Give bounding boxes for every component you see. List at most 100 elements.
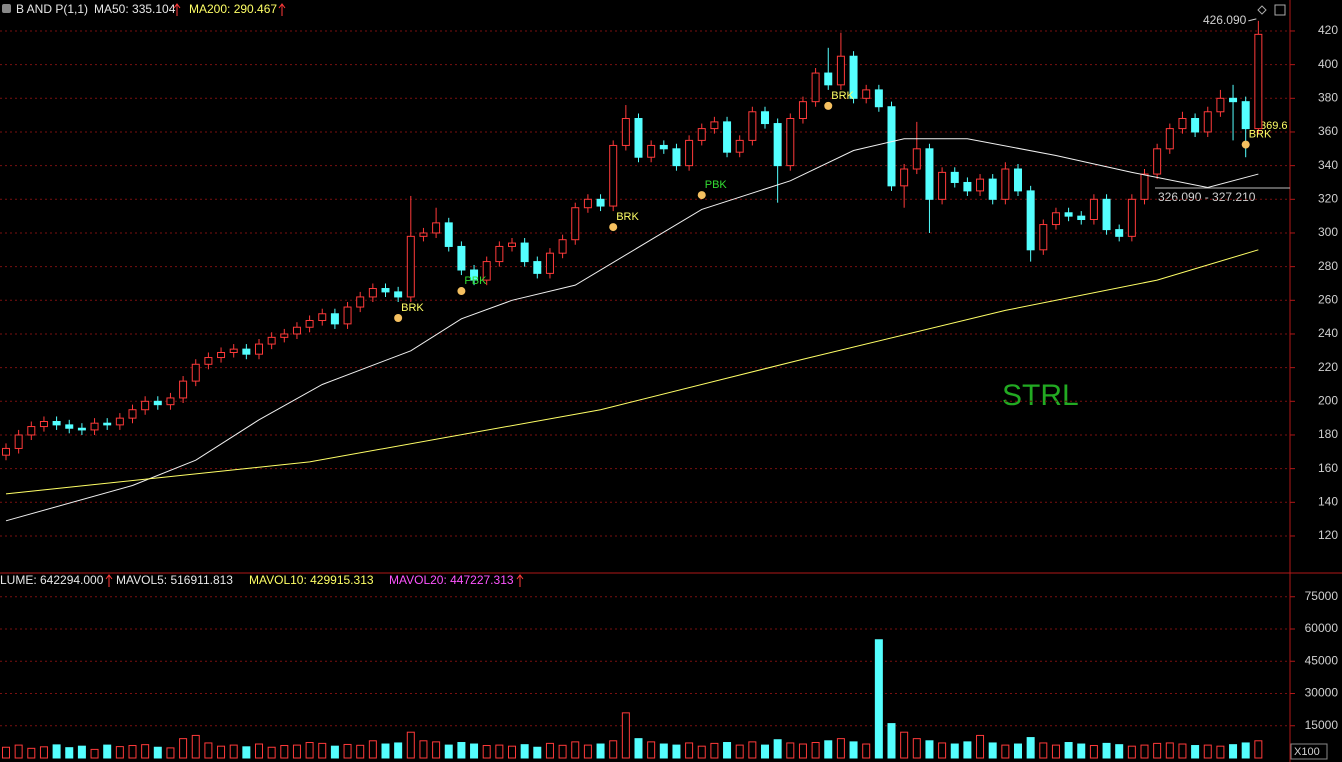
volume-label: LUME: 642294.000 xyxy=(0,573,104,587)
volume-bar xyxy=(697,745,706,759)
ma200-label: MA200: 290.467 xyxy=(189,2,277,16)
volume-bar xyxy=(836,738,845,759)
volume-bar xyxy=(2,746,10,759)
candle-body xyxy=(761,111,769,125)
candle-body xyxy=(457,245,466,271)
signal-label: BRK xyxy=(616,211,639,223)
volume-bar xyxy=(609,740,618,759)
panel-button[interactable] xyxy=(1274,4,1286,16)
y-tick-label: 30000 xyxy=(1305,686,1339,700)
candle-body xyxy=(824,72,833,86)
range-label: 326.090 - 327.210 xyxy=(1158,190,1256,204)
candle-body xyxy=(1216,97,1225,113)
candle-body xyxy=(1241,101,1250,130)
volume-arrow xyxy=(105,574,113,587)
volume-bar xyxy=(1064,742,1073,759)
candle-body xyxy=(1102,198,1111,231)
candle-body xyxy=(482,261,491,281)
volume-bar xyxy=(495,744,504,759)
unit-box xyxy=(1290,743,1328,760)
volume-bar xyxy=(141,744,150,759)
candle-body xyxy=(545,252,554,274)
volume-bar xyxy=(255,743,263,759)
volume-bar xyxy=(153,746,162,759)
y-tick-label: 15000 xyxy=(1305,718,1339,732)
candle-body xyxy=(217,351,226,359)
candle-body xyxy=(318,313,327,322)
study-label: B AND P(1,1) xyxy=(16,2,88,16)
candle-body xyxy=(229,348,238,353)
candle-body xyxy=(52,421,61,426)
candle-body xyxy=(1115,229,1124,237)
candle-body xyxy=(406,235,415,298)
candle-body xyxy=(811,72,820,103)
candle-body xyxy=(1001,168,1010,200)
y-tick-label: 75000 xyxy=(1305,589,1339,603)
candle-body xyxy=(1051,212,1060,226)
candle-body xyxy=(141,400,150,411)
candle-body xyxy=(571,207,580,241)
candle-body xyxy=(356,296,365,308)
high-pointer xyxy=(1248,18,1257,22)
candle-body xyxy=(1229,97,1238,103)
candle-body xyxy=(1254,33,1263,130)
diamond-icon xyxy=(1257,5,1267,15)
volume-bar xyxy=(27,747,36,759)
candle-body xyxy=(950,171,959,183)
ma50-arrow xyxy=(173,3,181,16)
volume-bar xyxy=(786,742,795,759)
candle-body xyxy=(1026,190,1035,251)
volume-bar xyxy=(862,743,871,759)
volume-bar xyxy=(305,742,314,759)
candle-body xyxy=(634,118,643,158)
candle-body xyxy=(1203,111,1212,133)
volume-bar xyxy=(1153,742,1162,759)
volume-bar xyxy=(723,742,732,759)
volume-bar xyxy=(558,744,567,759)
volume-bar xyxy=(1001,744,1010,759)
volume-bar xyxy=(65,747,74,759)
candle-body xyxy=(887,106,896,187)
volume-bar xyxy=(482,745,491,759)
signal-label: BRK xyxy=(401,302,424,314)
candle-body xyxy=(710,121,719,130)
volume-bar xyxy=(900,731,909,759)
candle-body xyxy=(697,128,706,141)
candle-body xyxy=(1077,215,1086,221)
volume-bar xyxy=(773,739,782,759)
volume-bar xyxy=(267,746,276,759)
volume-bar xyxy=(470,743,479,759)
ma200-arrow xyxy=(278,3,286,16)
y-tick-label: 45000 xyxy=(1305,653,1339,667)
candle-body xyxy=(128,409,137,419)
volume-bar xyxy=(1178,743,1187,759)
volume-bar xyxy=(1102,742,1111,759)
candle-body xyxy=(280,333,289,338)
watermark: STRL xyxy=(1002,379,1079,412)
signal-icon xyxy=(697,191,706,200)
volume-bar xyxy=(318,742,327,759)
candle-body xyxy=(242,348,251,355)
moving-average xyxy=(5,138,1259,522)
candle-body xyxy=(900,168,909,187)
volume-bar xyxy=(710,742,719,759)
candle-body xyxy=(583,198,592,209)
volume-bar xyxy=(571,741,580,759)
candle-body xyxy=(1153,148,1162,175)
signal-icon xyxy=(1241,140,1250,149)
signal-icon xyxy=(394,313,403,322)
candle-body xyxy=(65,424,74,429)
volume-bar xyxy=(39,746,48,759)
candle-body xyxy=(786,118,795,167)
y-tick-label: 140 xyxy=(1318,494,1338,508)
candle-body xyxy=(90,422,99,431)
volume-bar xyxy=(1216,745,1225,759)
candle-body xyxy=(836,55,845,86)
candle-body xyxy=(267,336,276,345)
candle-body xyxy=(432,222,441,234)
candle-body xyxy=(1191,118,1200,133)
candle-body xyxy=(963,181,972,192)
candle-body xyxy=(912,148,921,170)
volume-bar xyxy=(90,748,99,759)
